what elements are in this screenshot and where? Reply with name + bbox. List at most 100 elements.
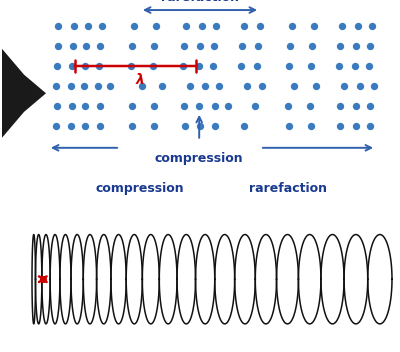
Point <box>225 103 231 109</box>
Point <box>311 23 317 29</box>
Point <box>357 83 363 89</box>
Point <box>131 23 137 29</box>
Text: compression: compression <box>96 182 184 195</box>
Point <box>369 23 375 29</box>
Point <box>129 103 135 109</box>
Point <box>287 43 293 49</box>
Point <box>366 63 372 69</box>
Point <box>82 103 88 109</box>
Point <box>367 124 373 129</box>
Point <box>197 43 203 49</box>
Point <box>212 103 218 109</box>
Point <box>255 43 261 49</box>
Point <box>153 23 159 29</box>
Point <box>309 43 315 49</box>
Point <box>238 63 244 69</box>
Text: λ: λ <box>135 73 144 87</box>
Text: rarefaction: rarefaction <box>161 0 239 4</box>
Point <box>181 43 187 49</box>
Point <box>151 124 157 129</box>
Point <box>187 83 193 89</box>
Text: compression: compression <box>155 152 244 165</box>
Point <box>182 124 188 129</box>
Point <box>355 23 361 29</box>
Point <box>352 63 358 69</box>
Point <box>96 63 102 69</box>
Point <box>83 43 89 49</box>
Point <box>151 103 157 109</box>
Polygon shape <box>24 75 46 112</box>
Point <box>97 103 103 109</box>
Point <box>259 83 265 89</box>
Polygon shape <box>2 49 24 138</box>
Point <box>159 83 165 89</box>
Point <box>337 43 343 49</box>
Point <box>54 103 60 109</box>
Point <box>367 43 373 49</box>
Point <box>367 103 373 109</box>
Point <box>212 124 218 129</box>
Point <box>183 23 189 29</box>
Point <box>337 103 343 109</box>
Point <box>70 43 76 49</box>
Point <box>241 124 247 129</box>
Point <box>239 43 245 49</box>
Point <box>289 23 295 29</box>
Point <box>69 63 75 69</box>
Point <box>313 83 319 89</box>
Point <box>252 103 258 109</box>
Point <box>353 43 359 49</box>
Point <box>55 23 61 29</box>
Point <box>286 124 292 129</box>
Point <box>139 83 145 89</box>
Point <box>150 63 156 69</box>
Point <box>68 124 74 129</box>
Point <box>202 83 208 89</box>
Point <box>371 83 377 89</box>
Point <box>180 63 186 69</box>
Point <box>254 63 260 69</box>
Point <box>241 23 247 29</box>
Point <box>257 23 263 29</box>
Point <box>199 23 205 29</box>
Text: rarefaction: rarefaction <box>249 182 327 195</box>
Point <box>341 83 347 89</box>
Point <box>308 124 314 129</box>
Point <box>107 83 113 89</box>
Point <box>196 103 202 109</box>
Point <box>336 63 342 69</box>
Point <box>81 83 87 89</box>
Point <box>211 43 217 49</box>
Point <box>95 83 101 89</box>
Point <box>97 124 103 129</box>
Point <box>54 63 60 69</box>
Point <box>308 63 314 69</box>
Point <box>216 83 222 89</box>
Point <box>286 63 292 69</box>
Point <box>53 124 59 129</box>
Point <box>353 103 359 109</box>
Point <box>129 124 135 129</box>
Point <box>99 23 105 29</box>
Point <box>69 103 75 109</box>
Point <box>68 83 74 89</box>
Point <box>197 124 203 129</box>
Point <box>129 43 135 49</box>
Point <box>291 83 297 89</box>
Point <box>337 124 343 129</box>
Point <box>285 103 291 109</box>
Point <box>353 124 359 129</box>
Point <box>244 83 250 89</box>
Point <box>339 23 345 29</box>
Point <box>55 43 61 49</box>
Point <box>53 83 59 89</box>
Point <box>82 124 88 129</box>
Point <box>210 63 216 69</box>
Point <box>97 43 103 49</box>
Point <box>71 23 77 29</box>
Point <box>85 23 91 29</box>
Point <box>181 103 187 109</box>
Point <box>196 63 202 69</box>
Point <box>307 103 313 109</box>
Point <box>213 23 219 29</box>
